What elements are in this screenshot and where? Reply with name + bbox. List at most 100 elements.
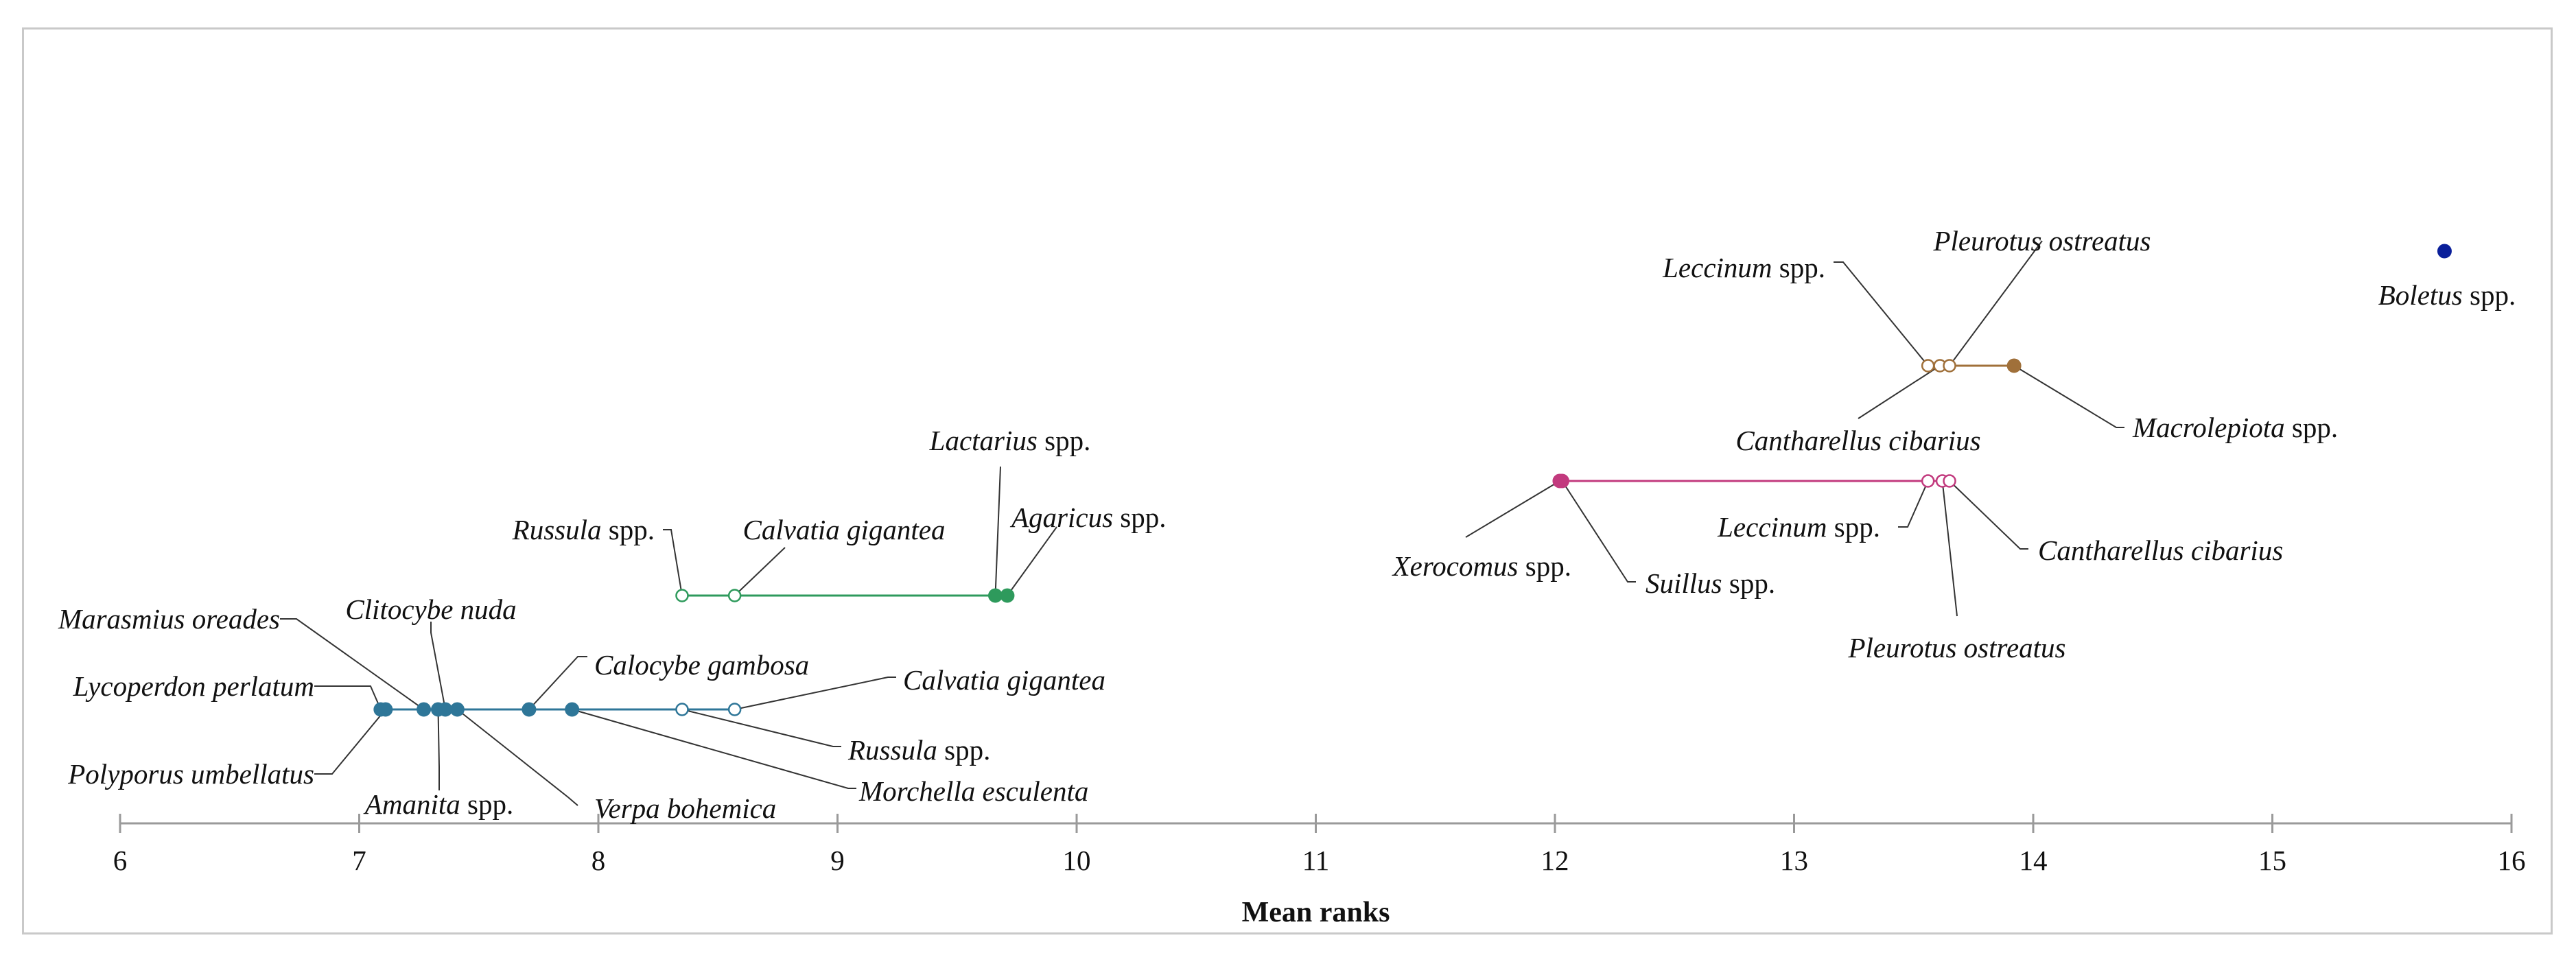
label-marasmius-oreades: Marasmius oreades (58, 603, 280, 635)
leader-lactarius-spp (994, 466, 1001, 596)
leader-amanita-spp (437, 709, 440, 790)
leader-cantharellus-cibarius (1949, 480, 2028, 550)
label-species: Pleurotus ostreatus (1848, 632, 2066, 663)
label-morchella-esculenta: Morchella esculenta (858, 775, 1088, 807)
label-species: Leccinum (1662, 252, 1772, 283)
label-pleurotus-ostreatus: Pleurotus ostreatus (1933, 225, 2151, 257)
leader-calvatia-gigantea (734, 547, 786, 596)
label-species: Cantharellus cibarius (2038, 534, 2283, 566)
point-clitocybe-nuda (438, 702, 453, 717)
label-species: Macrolepiota (2132, 412, 2285, 443)
point-agaricus-spp (1000, 588, 1015, 603)
label-russula-spp: Russula spp. (512, 514, 655, 545)
label-suffix: spp. (1827, 511, 1880, 543)
label-species: Morchella esculenta (858, 775, 1088, 807)
label-suffix: spp. (937, 734, 990, 766)
leader-marasmius-oreades (280, 618, 425, 710)
group-5 (2437, 244, 2452, 259)
label-leccinum-spp: Leccinum spp. (1662, 252, 1825, 283)
point-leccinum-spp (1921, 474, 1935, 488)
label-species: Pleurotus ostreatus (1933, 225, 2151, 257)
label-polyporus-umbellatus: Polyporus umbellatus (67, 758, 314, 790)
leader-russula-spp (663, 529, 683, 596)
label-species: Suillus (1646, 567, 1722, 599)
point-morchella-esculenta (565, 702, 580, 717)
point-lactarius-spp (988, 588, 1003, 603)
x-tick-label: 6 (113, 845, 128, 876)
label-clitocybe-nuda: Clitocybe nuda (345, 593, 516, 625)
label-agaricus-spp: Agaricus spp. (1009, 502, 1167, 533)
label-species: Calocybe gambosa (594, 649, 809, 681)
label-boletus-spp: Boletus spp. (2378, 279, 2516, 311)
point-russula-spp (675, 589, 689, 602)
point-labels: Lycoperdon perlatum Polyporus umbellatus M… (58, 225, 2516, 824)
label-suffix: spp. (2285, 412, 2338, 443)
label-species: Polyporus umbellatus (67, 758, 314, 790)
leader-calocybe-gambosa (528, 656, 587, 710)
x-tick-label: 16 (2498, 845, 2526, 876)
group-2 (675, 588, 1015, 603)
x-tick-label: 7 (352, 845, 366, 876)
label-suffix: spp. (1722, 567, 1775, 599)
point-macrolepiota-spp (2006, 358, 2022, 373)
label-pleurotus-ostreatus: Pleurotus ostreatus (1848, 632, 2066, 663)
x-tick-label: 15 (2258, 845, 2286, 876)
leader-russula-spp (681, 709, 841, 747)
point-marasmius-oreades (417, 702, 432, 717)
label-calocybe-gambosa: Calocybe gambosa (594, 649, 809, 681)
leader-polyporus-umbellatus (314, 709, 386, 775)
x-tick-label: 14 (2019, 845, 2048, 876)
leader-clitocybe-nuda (430, 622, 446, 710)
x-tick-label: 12 (1541, 845, 1569, 876)
leader-pleurotus-ostreatus (1949, 240, 2043, 366)
point-boletus-spp (2437, 244, 2452, 259)
x-tick-label: 13 (1780, 845, 1808, 876)
point-cantharellus-cibarius (1943, 474, 1956, 488)
leader-lycoperdon-perlatum (314, 685, 382, 710)
label-species: Russula (847, 734, 937, 766)
label-suffix: spp. (602, 514, 655, 545)
point-calvatia-gigantea (727, 703, 742, 716)
leader-leccinum-spp (1898, 480, 1929, 528)
leader-morchella-esculenta (572, 709, 856, 789)
leader-suillus-spp (1561, 480, 1636, 583)
leader-calvatia-gigantea (734, 677, 896, 710)
group-1 (373, 702, 742, 717)
label-species: Russula (512, 514, 602, 545)
point-leccinum-spp (1921, 359, 1935, 373)
label-species: Marasmius oreades (58, 603, 280, 635)
label-species: Leccinum (1717, 511, 1827, 543)
label-species: Verpa bohemica (594, 792, 776, 824)
x-tick-label: 9 (830, 845, 845, 876)
series-groups (373, 244, 2452, 717)
label-xerocomus-spp: Xerocomus spp. (1392, 550, 1571, 582)
group-4 (1921, 358, 2022, 373)
label-verpa-bohemica: Verpa bohemica (594, 792, 776, 824)
label-suillus-spp: Suillus spp. (1646, 567, 1775, 599)
label-suffix: spp. (2463, 279, 2516, 311)
label-species: Amanita (363, 788, 460, 820)
label-suffix: spp. (1113, 502, 1166, 533)
label-leccinum-spp: Leccinum spp. (1717, 511, 1880, 543)
x-tick-label: 8 (592, 845, 606, 876)
point-russula-spp (675, 703, 689, 716)
label-suffix: spp. (1772, 252, 1825, 283)
point-pleurotus-ostreatus (1943, 359, 1956, 373)
label-species: Lactarius (929, 425, 1038, 456)
x-tick-label: 10 (1063, 845, 1091, 876)
label-species: Lycoperdon perlatum (73, 670, 314, 702)
leader-cantharellus-cibarius (1858, 365, 1941, 419)
point-calvatia-gigantea (727, 589, 742, 602)
point-calocybe-gambosa (522, 702, 537, 717)
label-lactarius-spp: Lactarius spp. (929, 425, 1091, 456)
label-species: Xerocomus (1392, 550, 1519, 582)
label-species: Clitocybe nuda (345, 593, 516, 625)
group-3 (1552, 473, 1956, 489)
label-cantharellus-cibarius: Cantharellus cibarius (2038, 534, 2283, 566)
leader-agaricus-spp (1007, 526, 1057, 596)
label-macrolepiota-spp: Macrolepiota spp. (2132, 412, 2338, 443)
leader-leccinum-spp (1834, 261, 1929, 366)
label-cantharellus-cibarius: Cantharellus cibarius (1735, 425, 1980, 456)
label-species: Boletus (2378, 279, 2463, 311)
